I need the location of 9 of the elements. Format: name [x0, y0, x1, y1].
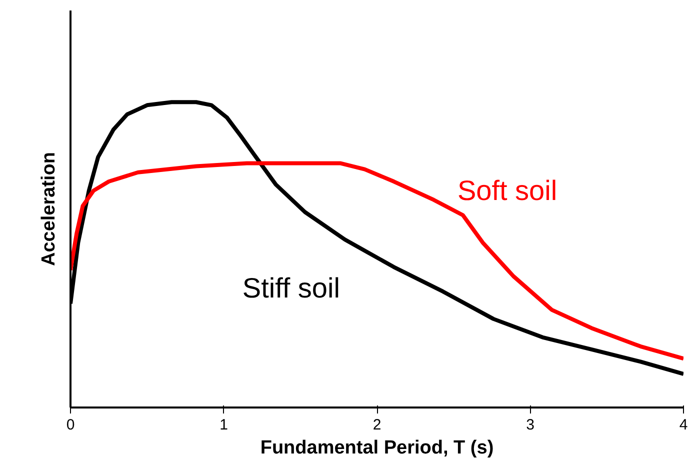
x-tick-label: 3 [526, 416, 534, 434]
x-tick-label: 1 [220, 416, 228, 434]
x-axis-title: Fundamental Period, T (s) [260, 438, 494, 458]
x-tick-label: 4 [679, 416, 688, 434]
x-tick-label: 0 [66, 416, 75, 434]
y-axis-title: Acceleration [38, 152, 60, 266]
series-label: Stiff soil [242, 272, 340, 304]
series-label: Soft soil [457, 174, 558, 206]
x-tick-label: 2 [372, 416, 382, 434]
